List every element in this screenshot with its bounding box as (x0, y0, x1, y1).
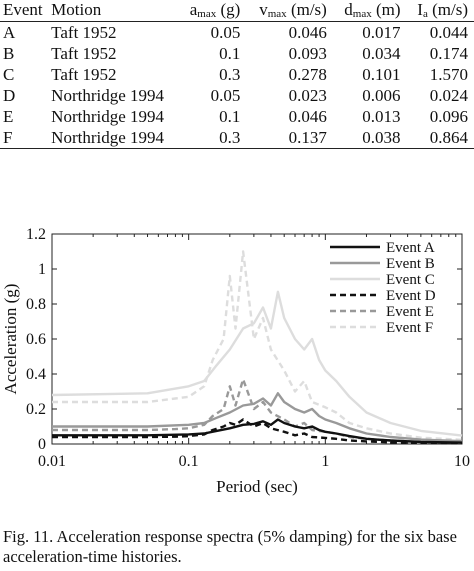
cell-ia: 0.864 (429, 127, 468, 147)
table-row: D Northridge 1994 0.05 0.023 0.006 0.024 (0, 85, 474, 106)
header-vmax: vmax (m/s) (259, 0, 327, 20)
series-line-event-a (52, 418, 463, 444)
series-line-event-f (52, 250, 463, 441)
x-tick-label: 0.01 (38, 453, 66, 470)
cell-amax: 0.1 (219, 106, 241, 126)
cell-ia: 0.096 (429, 106, 468, 126)
y-tick-label: 0 (38, 436, 46, 453)
y-tick-label: 0.2 (26, 401, 46, 418)
y-axis-label: Acceleration (g) (1, 284, 20, 395)
cell-event: A (3, 22, 16, 42)
cell-vmax: 0.278 (288, 64, 327, 84)
cell-motion: Northridge 1994 (51, 85, 165, 105)
cell-event: F (3, 127, 13, 147)
header-dmax: dmax (m) (344, 0, 401, 20)
cell-motion: Taft 1952 (51, 43, 117, 63)
legend-label: Event C (386, 272, 435, 288)
series-line-event-d (52, 418, 463, 445)
x-tick-label: 10 (454, 453, 470, 470)
cell-vmax: 0.137 (288, 127, 327, 147)
legend-label: Event F (386, 320, 433, 336)
cell-motion: Taft 1952 (51, 64, 117, 84)
series-line-event-e (52, 378, 463, 444)
y-tick-label: 1 (38, 261, 46, 278)
table-row: E Northridge 1994 0.1 0.046 0.013 0.096 (0, 106, 474, 127)
legend-label: Event A (386, 240, 435, 256)
header-motion: Motion (51, 0, 102, 19)
table-row: B Taft 1952 0.1 0.093 0.034 0.174 (0, 43, 474, 64)
y-tick-label: 0.6 (26, 331, 46, 348)
y-tick-label: 0.4 (26, 366, 46, 383)
header-ia: Ia (m/s) (417, 0, 468, 20)
cell-ia: 1.570 (429, 64, 468, 84)
header-amax: amax (g) (189, 0, 241, 20)
x-axis-label: Period (sec) (216, 477, 298, 496)
cell-ia: 0.174 (429, 43, 468, 63)
figure-caption: Fig. 11. Acceleration response spectra (… (3, 527, 457, 566)
cell-vmax: 0.046 (288, 22, 327, 42)
table-row: A Taft 1952 0.05 0.046 0.017 0.044 (0, 22, 474, 44)
series-line-event-c (51, 290, 463, 437)
cell-vmax: 0.093 (288, 43, 327, 63)
response-spectra-chart: 0 0.2 0.4 0.6 0.8 1 1.2 0.01 0.1 1 10 Period (sec) A… (1, 226, 470, 496)
table-row: C Taft 1952 0.3 0.278 0.101 1.570 (0, 64, 474, 85)
cell-dmax: 0.038 (362, 127, 401, 147)
cell-event: C (3, 64, 15, 84)
cell-dmax: 0.006 (362, 85, 401, 105)
cell-amax: 0.3 (219, 127, 241, 147)
cell-dmax: 0.101 (362, 64, 401, 84)
legend-label: Event D (386, 288, 436, 304)
y-tick-label: 1.2 (26, 226, 46, 243)
event-table: Event Motion amax (g) vmax (m/s) dmax (m… (0, 0, 474, 149)
cell-amax: 0.1 (219, 43, 241, 63)
cell-ia: 0.024 (429, 85, 468, 105)
cell-vmax: 0.046 (288, 106, 327, 126)
x-tick-label: 1 (321, 453, 329, 470)
cell-dmax: 0.017 (362, 22, 401, 42)
legend-label: Event E (386, 304, 434, 320)
table-header-row: Event Motion amax (g) vmax (m/s) dmax (m… (0, 0, 474, 22)
cell-amax: 0.05 (210, 85, 241, 105)
table-row: F Northridge 1994 0.3 0.137 0.038 0.864 (0, 127, 474, 149)
cell-event: B (3, 43, 15, 63)
cell-motion: Northridge 1994 (51, 127, 165, 147)
header-event: Event (3, 0, 43, 19)
cell-dmax: 0.034 (362, 43, 401, 63)
cell-event: E (3, 106, 14, 126)
cell-motion: Taft 1952 (51, 22, 117, 42)
event-table-section: Event Motion amax (g) vmax (m/s) dmax (m… (0, 0, 474, 149)
cell-amax: 0.3 (219, 64, 241, 84)
cell-amax: 0.05 (210, 22, 241, 42)
x-tick-label: 0.1 (179, 453, 199, 470)
series-line-event-b (52, 392, 463, 443)
y-tick-label: 0.8 (26, 296, 46, 313)
cell-motion: Northridge 1994 (51, 106, 165, 126)
cell-event: D (3, 85, 16, 105)
cell-vmax: 0.023 (288, 85, 327, 105)
cell-ia: 0.044 (429, 22, 468, 42)
cell-dmax: 0.013 (362, 106, 401, 126)
legend-label: Event B (386, 256, 435, 272)
